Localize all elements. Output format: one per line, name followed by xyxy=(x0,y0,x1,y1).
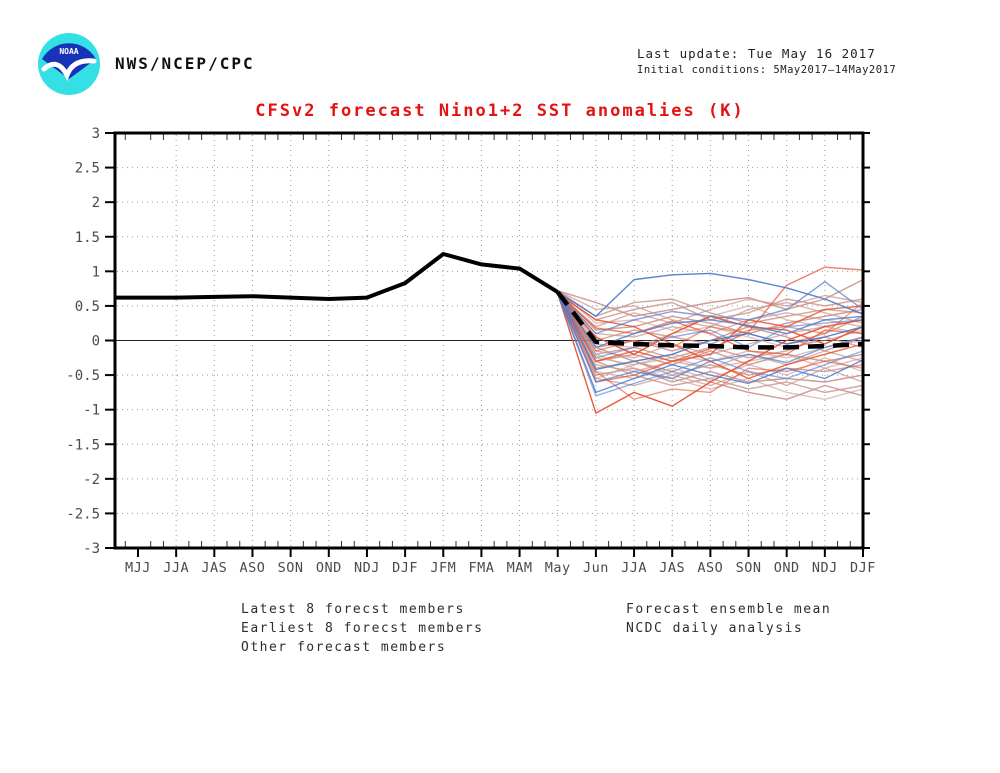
legend-label-latest: Latest 8 forecst members xyxy=(241,602,465,617)
svg-text:NDJ: NDJ xyxy=(354,560,380,576)
chart-title: CFSv2 forecast Nino1+2 SST anomalies (K) xyxy=(255,101,745,121)
svg-text:Jun: Jun xyxy=(583,560,609,576)
svg-text:-0.5: -0.5 xyxy=(66,368,100,384)
svg-text:ASO: ASO xyxy=(240,560,266,576)
initial-conditions-text: Initial conditions: 5May2017—14May2017 xyxy=(637,64,897,76)
axis-ticks xyxy=(105,132,870,557)
svg-text:-2.5: -2.5 xyxy=(66,506,100,522)
x-axis-labels: MJJ JJA JAS ASO SON OND NDJ DJF JFM FMA MAM May Jun J… xyxy=(125,560,876,576)
legend-label-other: Other forecast members xyxy=(241,640,447,655)
legend-left-column: Latest 8 forecst members Earliest 8 fore… xyxy=(135,600,484,657)
last-update-text: Last update: Tue May 16 2017 xyxy=(637,46,876,61)
svg-text:MAM: MAM xyxy=(507,560,533,576)
legend-label-earliest: Earliest 8 forecst members xyxy=(241,621,484,636)
svg-text:0: 0 xyxy=(92,334,100,350)
svg-text:2: 2 xyxy=(92,195,100,211)
svg-text:MJJ: MJJ xyxy=(125,560,151,576)
svg-text:JAS: JAS xyxy=(659,560,685,576)
svg-text:OND: OND xyxy=(774,560,800,576)
legend-item-ensemble-mean: Forecast ensemble mean xyxy=(515,600,831,619)
noaa-logo-sky xyxy=(42,43,96,79)
svg-text:1: 1 xyxy=(92,264,100,280)
svg-text:OND: OND xyxy=(316,560,342,576)
svg-text:ASO: ASO xyxy=(697,560,723,576)
svg-text:SON: SON xyxy=(278,560,304,576)
svg-text:DJF: DJF xyxy=(392,560,418,576)
svg-text:DJF: DJF xyxy=(850,560,876,576)
agency-title: NWS/NCEP/CPC xyxy=(115,54,255,73)
legend-item-earliest-members: Earliest 8 forecst members xyxy=(135,619,484,638)
svg-text:NDJ: NDJ xyxy=(812,560,838,576)
svg-text:-1: -1 xyxy=(83,403,100,419)
legend-label-ncdc: NCDC daily analysis xyxy=(626,621,804,636)
svg-text:3: 3 xyxy=(92,126,100,142)
svg-text:JJA: JJA xyxy=(163,560,189,576)
plot-border xyxy=(113,131,865,550)
svg-text:FMA: FMA xyxy=(468,560,494,576)
ensemble-mean-line xyxy=(555,290,864,350)
y-axis-labels: 3 2.5 2 1.5 1 0.5 0 -0.5 -1 -1.5 -2 -2.5 -3 xyxy=(66,126,100,557)
svg-text:1.5: 1.5 xyxy=(75,230,100,246)
svg-text:JFM: JFM xyxy=(430,560,456,576)
noaa-logo: NOAA xyxy=(38,33,100,95)
svg-text:2.5: 2.5 xyxy=(75,161,100,177)
ensemble-2-lines xyxy=(557,272,864,397)
legend-item-other-members: Other forecast members xyxy=(135,638,484,657)
svg-text:-2: -2 xyxy=(83,472,100,488)
svg-text:JJA: JJA xyxy=(621,560,647,576)
svg-text:SON: SON xyxy=(736,560,762,576)
svg-text:JAS: JAS xyxy=(201,560,227,576)
svg-text:-3: -3 xyxy=(83,541,100,557)
legend-right-column: Forecast ensemble mean NCDC daily analys… xyxy=(515,600,831,638)
svg-text:May: May xyxy=(545,560,571,576)
legend-label-ensemble-mean: Forecast ensemble mean xyxy=(626,602,832,617)
legend-item-latest-members: Latest 8 forecst members xyxy=(135,600,484,619)
noaa-logo-gull-icon xyxy=(41,58,97,81)
ncdc-analysis-line xyxy=(116,252,559,301)
svg-text:-1.5: -1.5 xyxy=(66,437,100,453)
legend-item-ncdc-analysis: NCDC daily analysis xyxy=(515,619,831,638)
noaa-logo-text: NOAA xyxy=(59,47,78,56)
svg-text:0.5: 0.5 xyxy=(75,299,100,315)
